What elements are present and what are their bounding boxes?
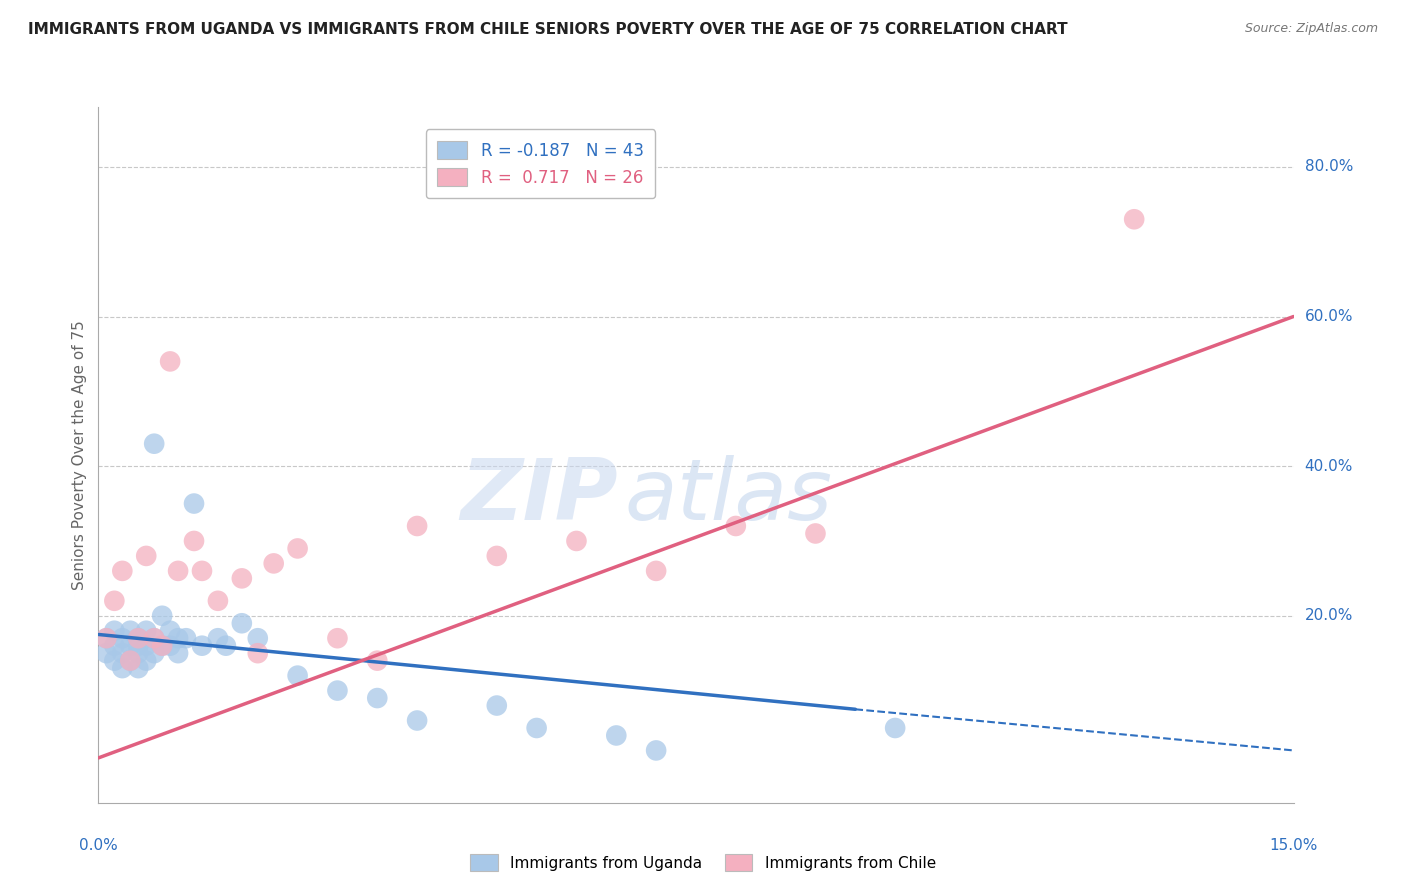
Text: ZIP: ZIP bbox=[461, 455, 619, 538]
Point bbox=[103, 639, 125, 653]
Point bbox=[191, 564, 214, 578]
Point bbox=[127, 639, 149, 653]
Point bbox=[143, 631, 166, 645]
Text: IMMIGRANTS FROM UGANDA VS IMMIGRANTS FROM CHILE SENIORS POVERTY OVER THE AGE OF : IMMIGRANTS FROM UGANDA VS IMMIGRANTS FRO… bbox=[28, 22, 1067, 37]
Text: 60.0%: 60.0% bbox=[1305, 309, 1353, 324]
Text: atlas: atlas bbox=[624, 455, 832, 538]
Text: 80.0%: 80.0% bbox=[1305, 160, 1353, 175]
Point bbox=[263, 557, 285, 571]
Point bbox=[526, 721, 548, 735]
Point bbox=[167, 564, 190, 578]
Point bbox=[287, 541, 309, 556]
Point bbox=[150, 639, 173, 653]
Point bbox=[191, 639, 214, 653]
Point bbox=[183, 497, 205, 511]
Point bbox=[366, 654, 388, 668]
Point bbox=[143, 631, 166, 645]
Point bbox=[120, 639, 142, 653]
Point bbox=[167, 631, 190, 645]
Point bbox=[246, 646, 269, 660]
Point bbox=[96, 646, 118, 660]
Text: 20.0%: 20.0% bbox=[1305, 608, 1353, 624]
Point bbox=[111, 661, 134, 675]
Legend: R = -0.187   N = 43, R =  0.717   N = 26: R = -0.187 N = 43, R = 0.717 N = 26 bbox=[426, 129, 655, 198]
Point bbox=[326, 683, 349, 698]
Point bbox=[111, 631, 134, 645]
Text: Source: ZipAtlas.com: Source: ZipAtlas.com bbox=[1244, 22, 1378, 36]
Point bbox=[231, 616, 253, 631]
Point bbox=[231, 571, 253, 585]
Point bbox=[111, 646, 134, 660]
Point bbox=[804, 526, 827, 541]
Point bbox=[485, 549, 508, 563]
Point bbox=[127, 631, 149, 645]
Text: 0.0%: 0.0% bbox=[79, 838, 118, 853]
Point bbox=[174, 631, 197, 645]
Point bbox=[366, 691, 388, 706]
Point bbox=[167, 646, 190, 660]
Point bbox=[143, 436, 166, 450]
Point bbox=[150, 639, 173, 653]
Point bbox=[103, 624, 125, 638]
Point bbox=[135, 639, 157, 653]
Point bbox=[127, 661, 149, 675]
Point bbox=[406, 714, 429, 728]
Point bbox=[103, 654, 125, 668]
Point bbox=[605, 729, 627, 743]
Point bbox=[406, 519, 429, 533]
Point bbox=[1123, 212, 1146, 227]
Point bbox=[135, 549, 157, 563]
Point bbox=[287, 668, 309, 682]
Point bbox=[143, 646, 166, 660]
Point bbox=[127, 631, 149, 645]
Point bbox=[103, 594, 125, 608]
Point bbox=[120, 654, 142, 668]
Point bbox=[724, 519, 747, 533]
Point bbox=[120, 624, 142, 638]
Point bbox=[326, 631, 349, 645]
Point bbox=[207, 594, 229, 608]
Point bbox=[645, 743, 668, 757]
Point bbox=[884, 721, 907, 735]
Point bbox=[150, 608, 173, 623]
Point bbox=[120, 654, 142, 668]
Point bbox=[207, 631, 229, 645]
Point bbox=[159, 354, 181, 368]
Point bbox=[127, 646, 149, 660]
Point bbox=[645, 564, 668, 578]
Point bbox=[111, 564, 134, 578]
Text: 15.0%: 15.0% bbox=[1270, 838, 1317, 853]
Point bbox=[96, 631, 118, 645]
Point bbox=[135, 654, 157, 668]
Point bbox=[246, 631, 269, 645]
Point bbox=[215, 639, 238, 653]
Point bbox=[96, 631, 118, 645]
Point bbox=[135, 624, 157, 638]
Text: 40.0%: 40.0% bbox=[1305, 458, 1353, 474]
Legend: Immigrants from Uganda, Immigrants from Chile: Immigrants from Uganda, Immigrants from … bbox=[461, 845, 945, 880]
Point bbox=[565, 533, 588, 548]
Point bbox=[159, 639, 181, 653]
Y-axis label: Seniors Poverty Over the Age of 75: Seniors Poverty Over the Age of 75 bbox=[72, 320, 87, 590]
Point bbox=[183, 533, 205, 548]
Point bbox=[485, 698, 508, 713]
Point bbox=[159, 624, 181, 638]
